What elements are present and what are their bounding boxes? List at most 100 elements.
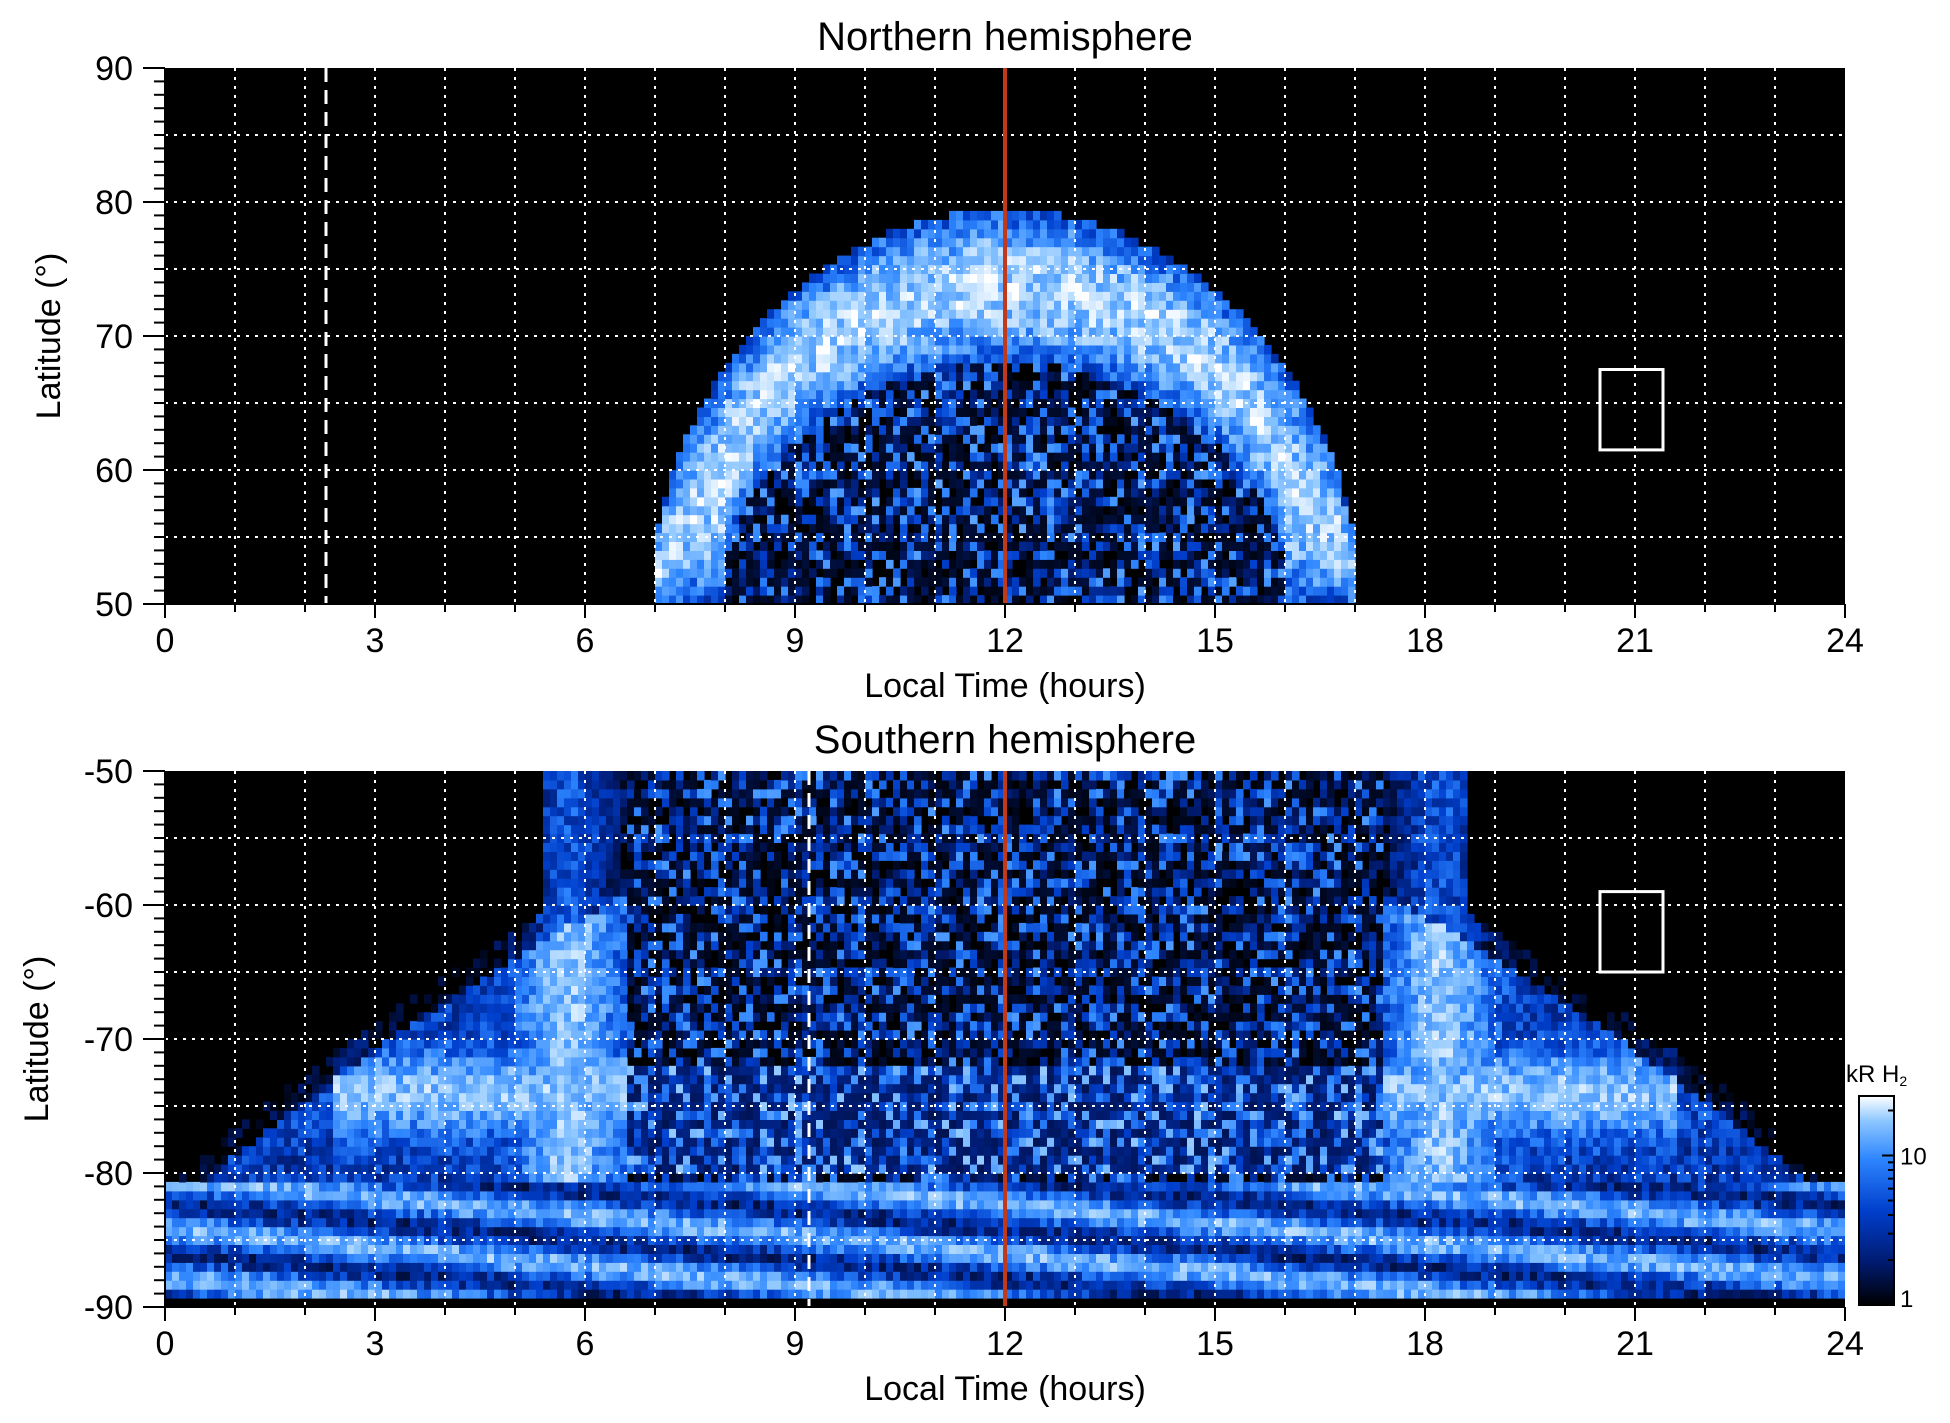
heatmap-cell xyxy=(977,300,985,310)
heatmap-cell xyxy=(480,1021,488,1031)
heatmap-cell xyxy=(291,1128,299,1138)
heatmap-cell xyxy=(480,1244,488,1254)
heatmap-cell xyxy=(1019,550,1027,560)
heatmap-cell xyxy=(1110,336,1118,346)
heatmap-cell xyxy=(1180,523,1188,534)
heatmap-cell xyxy=(389,1289,397,1299)
heatmap-cell xyxy=(886,246,894,257)
heatmap-cell xyxy=(1061,344,1069,355)
heatmap-cell xyxy=(1271,434,1279,444)
heatmap-cell xyxy=(368,1128,376,1138)
heatmap-cell xyxy=(914,577,922,587)
heatmap-cell xyxy=(1033,505,1041,516)
heatmap-cell xyxy=(1236,336,1244,346)
heatmap-cell xyxy=(1138,246,1146,257)
heatmap-cell xyxy=(494,940,502,951)
heatmap-cell xyxy=(956,577,964,587)
heatmap-cell xyxy=(886,541,894,551)
heatmap-cell xyxy=(375,1181,383,1192)
heatmap-cell xyxy=(459,1164,467,1174)
heatmap-cell xyxy=(725,523,733,534)
heatmap-cell xyxy=(760,434,768,444)
heatmap-cell xyxy=(347,1226,355,1237)
heatmap-cell xyxy=(438,1003,446,1013)
heatmap-cell xyxy=(984,496,992,507)
heatmap-cell xyxy=(564,931,572,942)
heatmap-cell xyxy=(1040,389,1048,400)
heatmap-cell xyxy=(1117,559,1125,569)
heatmap-cell xyxy=(781,514,789,525)
heatmap-cell xyxy=(1019,300,1027,310)
heatmap-cell xyxy=(333,1110,341,1120)
heatmap-cell xyxy=(1166,452,1174,462)
heatmap-cell xyxy=(746,550,754,560)
heatmap-cell xyxy=(445,1128,453,1138)
heatmap-cell xyxy=(1110,309,1118,319)
heatmap-cell xyxy=(291,1208,299,1219)
heatmap-cell xyxy=(165,1217,173,1228)
heatmap-cell xyxy=(550,931,558,942)
heatmap-cell xyxy=(312,1217,320,1228)
heatmap-cell xyxy=(914,219,922,230)
heatmap-cell xyxy=(487,1074,495,1085)
heatmap-cell xyxy=(445,1065,453,1076)
heatmap-cell xyxy=(466,976,474,986)
heatmap-cell xyxy=(452,1056,460,1067)
heatmap-cell xyxy=(886,318,894,328)
heatmap-cell xyxy=(970,478,978,489)
heatmap-cell xyxy=(501,1003,509,1013)
heatmap-cell xyxy=(438,1039,446,1049)
heatmap-cell xyxy=(291,1235,299,1245)
heatmap-cell xyxy=(795,407,803,417)
heatmap-cell xyxy=(998,470,1006,480)
heatmap-cell xyxy=(179,1289,187,1299)
heatmap-cell xyxy=(767,344,775,355)
heatmap-cell xyxy=(739,559,747,569)
heatmap-cell xyxy=(270,1199,278,1210)
heatmap-cell xyxy=(788,327,796,337)
heatmap-cell xyxy=(1194,407,1202,417)
heatmap-cell xyxy=(1215,478,1223,489)
heatmap-cell xyxy=(1271,559,1279,569)
heatmap-cell xyxy=(522,1164,530,1174)
heatmap-cell xyxy=(655,550,663,560)
heatmap-cell xyxy=(347,1280,355,1290)
heatmap-cell xyxy=(1166,586,1174,596)
heatmap-cell xyxy=(1285,550,1293,560)
heatmap-cell xyxy=(977,336,985,346)
heatmap-cell xyxy=(326,1083,334,1094)
heatmap-cell xyxy=(1117,461,1125,471)
heatmap-cell xyxy=(494,1164,502,1174)
heatmap-cell xyxy=(732,550,740,560)
heatmap-cell xyxy=(1082,255,1090,266)
heatmap-cell xyxy=(1110,389,1118,400)
heatmap-cell xyxy=(312,1110,320,1120)
heatmap-cell xyxy=(844,344,852,355)
heatmap-cell xyxy=(235,1181,243,1192)
heatmap-cell xyxy=(1040,344,1048,355)
heatmap-cell xyxy=(522,1190,530,1201)
heatmap-cell xyxy=(529,1012,537,1022)
heatmap-cell xyxy=(1033,344,1041,355)
heatmap-cell xyxy=(802,514,810,525)
heatmap-cell xyxy=(823,273,831,283)
heatmap-cell xyxy=(172,1181,180,1192)
heatmap-cell xyxy=(1292,461,1300,471)
heatmap-cell xyxy=(382,1092,390,1103)
heatmap-cell xyxy=(823,291,831,301)
heatmap-cell xyxy=(690,496,698,507)
heatmap-cell xyxy=(543,1280,551,1290)
heatmap-cell xyxy=(459,1244,467,1254)
heatmap-cell xyxy=(1250,559,1258,569)
heatmap-cell xyxy=(1033,487,1041,498)
heatmap-cell xyxy=(1012,416,1020,426)
heatmap-cell xyxy=(1152,559,1160,569)
heatmap-cell xyxy=(543,869,551,879)
heatmap-cell xyxy=(1005,461,1013,471)
heatmap-cell xyxy=(718,371,726,382)
heatmap-cell xyxy=(1047,505,1055,516)
heatmap-cell xyxy=(1278,452,1286,462)
heatmap-cell xyxy=(935,470,943,480)
heatmap-cell xyxy=(1222,434,1230,444)
heatmap-cell xyxy=(844,523,852,534)
